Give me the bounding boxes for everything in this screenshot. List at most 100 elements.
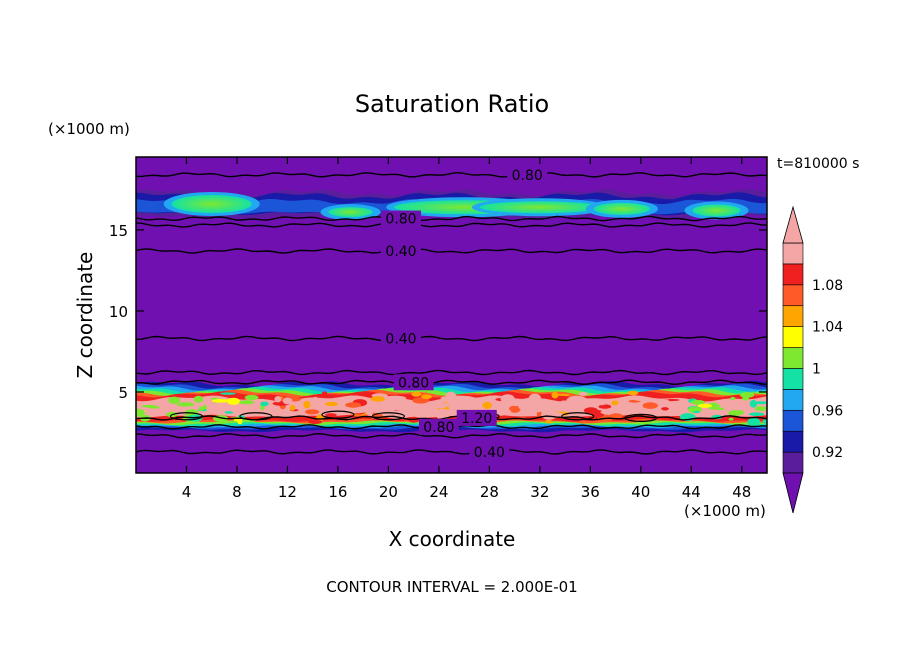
lower-layer-patch xyxy=(555,393,571,396)
contour-label-background xyxy=(381,210,422,227)
lower-layer-patch xyxy=(730,396,736,401)
contour-label: 1.20 xyxy=(461,411,492,427)
lower-layer-patch xyxy=(260,401,269,407)
contour-line xyxy=(136,171,767,178)
closed-contour xyxy=(561,412,595,421)
closed-contour xyxy=(624,413,658,423)
lower-layer-patch xyxy=(642,402,658,409)
footer-contour-interval: CONTOUR INTERVAL = 2.000E-01 xyxy=(326,578,577,596)
lower-layer-patch xyxy=(224,411,234,414)
lower-layer-patch xyxy=(749,412,765,417)
contour-label: 0.80 xyxy=(398,375,429,391)
y-tick-label: 10 xyxy=(109,303,128,321)
lower-layer-patch xyxy=(148,406,161,409)
plot-area xyxy=(136,157,767,473)
colorbar-tick-label: 0.96 xyxy=(812,403,843,419)
lower-layer-patch xyxy=(579,391,588,396)
lower-layer-patch xyxy=(749,400,758,408)
contour-labels: 0.40 0.80 1.20 0.80 0.40 0.40 0.80 0.80 xyxy=(381,166,548,461)
closed-contour xyxy=(169,412,204,421)
closed-contour xyxy=(239,412,273,421)
lower-layer-patch xyxy=(370,396,386,402)
x-tick-label: 20 xyxy=(379,483,398,501)
lower-layer-patch xyxy=(598,404,612,409)
x-tick-label: 4 xyxy=(182,483,192,501)
x-axis-ticks: 4 8 12 16 20 24 28 32 36 40 44 48 xyxy=(182,157,751,501)
upper-layer-patch xyxy=(692,204,741,217)
contour-line xyxy=(136,335,767,342)
contour-fill-layers xyxy=(136,188,767,433)
lower-layer-patch xyxy=(762,418,767,425)
colorbar-swatch xyxy=(782,368,804,390)
contour-label: 0.80 xyxy=(385,212,416,228)
lower-layer-patch xyxy=(411,391,422,397)
contour-line xyxy=(136,222,767,228)
lower-layer-patch xyxy=(747,417,761,426)
lower-layer-patch xyxy=(697,403,712,408)
y-unit-label: (×1000 m) xyxy=(48,120,130,138)
lower-layer-patch xyxy=(624,408,640,411)
lower-layer-patch xyxy=(579,419,586,424)
lower-layer-patch xyxy=(661,407,669,411)
lower-layer-patch xyxy=(193,395,204,403)
time-label: t=810000 s xyxy=(777,156,859,172)
lower-layer-patch xyxy=(739,392,755,398)
lower-layer-patch xyxy=(303,400,311,409)
saturated-patch xyxy=(383,395,407,401)
contour-line xyxy=(136,215,767,222)
lower-layer-patch xyxy=(608,413,623,419)
lower-layer-patch xyxy=(274,396,282,403)
lower-layer-patch xyxy=(611,400,619,406)
lower-layer-patch xyxy=(551,391,559,399)
contour-label: 0.40 xyxy=(385,244,416,260)
lower-layer-patch xyxy=(635,398,649,402)
plot-frame xyxy=(135,156,768,474)
lower-layer-patch xyxy=(728,410,742,417)
x-tick-label: 44 xyxy=(682,483,701,501)
colorbar-swatch xyxy=(782,263,804,286)
lower-layer-patch xyxy=(692,410,701,414)
lower-layer-patch xyxy=(321,391,328,398)
lower-layer-patch xyxy=(536,410,542,418)
upper-layer-patch xyxy=(171,194,252,213)
colorbar-upper-arrow xyxy=(782,205,804,244)
lower-layer-patch xyxy=(671,404,682,410)
lower-layer-patch xyxy=(313,396,318,402)
saturated-patch xyxy=(600,410,616,415)
x-tick-label: 8 xyxy=(232,483,242,501)
contour-label: 0.80 xyxy=(423,420,454,436)
colorbar-lower-arrow xyxy=(782,472,804,514)
lower-layer-patch xyxy=(308,420,323,424)
x-unit-label: (×1000 m) xyxy=(684,502,766,520)
lower-layer-patch xyxy=(176,402,195,407)
lower-layer-patch xyxy=(226,397,241,405)
contour-line xyxy=(136,248,767,254)
lower-layer-patch xyxy=(656,399,670,402)
lower-layer-patch xyxy=(545,419,553,424)
contour-label-background xyxy=(507,166,548,183)
colorbar-swatch xyxy=(782,389,804,411)
lower-layer-patch xyxy=(728,417,734,421)
colorbar-swatch xyxy=(782,326,804,348)
lower-layer-patch xyxy=(754,401,767,405)
contour-label-background xyxy=(418,418,459,435)
x-tick-label: 12 xyxy=(278,483,297,501)
saturated-patch xyxy=(500,394,515,404)
colorbar-tick-label: 1.08 xyxy=(812,278,843,294)
lower-layer-patch xyxy=(714,407,725,411)
y-tick-label: 15 xyxy=(109,222,128,240)
contour-line xyxy=(136,449,767,455)
lower-layer-patch xyxy=(325,401,338,407)
lower-layer-patch xyxy=(741,396,750,401)
contour-line xyxy=(136,369,767,376)
x-tick-label: 32 xyxy=(530,483,549,501)
chart-title: Saturation Ratio xyxy=(355,90,549,118)
lower-layer-patch xyxy=(198,406,204,411)
colorbar-tick-label: 1 xyxy=(812,361,821,377)
lower-layer-patch xyxy=(345,402,362,408)
lower-layer-patch xyxy=(509,405,521,413)
lower-layer-patch xyxy=(168,396,181,404)
y-axis-ticks: 5 10 15 xyxy=(109,222,767,402)
contour-label: 0.40 xyxy=(474,445,505,461)
